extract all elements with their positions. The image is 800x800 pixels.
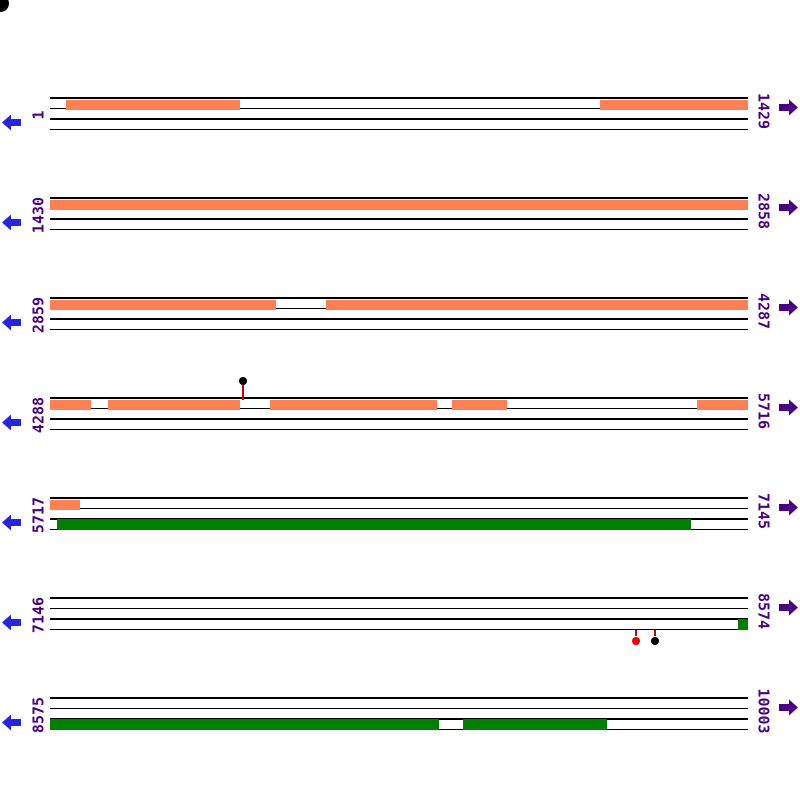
row-start-coordinate: 1430 — [29, 196, 48, 234]
right-arrow-icon — [779, 199, 798, 216]
right-arrow-icon — [779, 399, 798, 416]
strand-line — [50, 697, 748, 699]
left-arrow-icon — [2, 214, 21, 231]
row-end-coordinate: 10003 — [754, 688, 773, 734]
strand-line — [50, 397, 748, 399]
strand-line — [50, 628, 748, 631]
strand-line — [50, 218, 748, 220]
strand-line — [50, 297, 748, 299]
left-arrow-icon — [2, 114, 21, 131]
scroll-left-button[interactable] — [2, 114, 21, 131]
scroll-left-button[interactable] — [2, 414, 21, 431]
strand-line — [50, 497, 748, 499]
marker-dot-red[interactable] — [632, 637, 640, 645]
row-end-coordinate: 1429 — [754, 92, 773, 130]
marker-stem — [654, 629, 656, 636]
row-end-coordinate: 4287 — [754, 292, 773, 330]
row-start-coordinate: 4288 — [29, 396, 48, 434]
corner-partial-disc — [0, 0, 9, 12]
row-start-coordinate: 2859 — [29, 296, 48, 334]
strand-line — [50, 318, 748, 320]
strand-line — [50, 128, 748, 131]
reverse-feature[interactable] — [57, 519, 691, 530]
scroll-right-button[interactable] — [779, 499, 798, 516]
row-start-coordinate: 5717 — [29, 496, 48, 534]
row-end-coordinate: 7145 — [754, 492, 773, 530]
strand-line — [50, 728, 748, 731]
strand-line — [50, 328, 748, 331]
left-arrow-icon — [2, 614, 21, 631]
strand-line — [50, 228, 748, 231]
forward-feature[interactable] — [50, 299, 276, 310]
strand-line — [50, 428, 748, 431]
row-start-coordinate: 1 — [29, 110, 48, 120]
marker-stem — [635, 629, 637, 636]
left-arrow-icon — [2, 314, 21, 331]
forward-feature[interactable] — [50, 199, 748, 210]
strand-line — [50, 707, 748, 710]
strand-line — [50, 97, 748, 99]
scroll-right-button[interactable] — [779, 199, 798, 216]
reverse-feature[interactable] — [738, 619, 748, 630]
scroll-left-button[interactable] — [2, 314, 21, 331]
right-arrow-icon — [779, 99, 798, 116]
row-start-coordinate: 8575 — [29, 696, 48, 734]
strand-line — [50, 607, 748, 610]
scroll-right-button[interactable] — [779, 299, 798, 316]
strand-line — [50, 507, 748, 510]
row-end-coordinate: 5716 — [754, 392, 773, 430]
reverse-feature[interactable] — [50, 719, 439, 730]
scroll-right-button[interactable] — [779, 699, 798, 716]
scroll-right-button[interactable] — [779, 399, 798, 416]
marker-dot-black[interactable] — [651, 637, 659, 645]
forward-feature[interactable] — [108, 399, 240, 410]
marker-stem — [242, 385, 244, 400]
right-arrow-icon — [779, 299, 798, 316]
strand-line — [50, 618, 748, 620]
forward-feature[interactable] — [50, 399, 91, 410]
forward-feature[interactable] — [697, 399, 748, 410]
strand-line — [50, 197, 748, 199]
scroll-left-button[interactable] — [2, 214, 21, 231]
strand-line — [50, 118, 748, 120]
strand-line — [50, 528, 748, 531]
left-arrow-icon — [2, 514, 21, 531]
scroll-left-button[interactable] — [2, 714, 21, 731]
reverse-feature[interactable] — [463, 719, 607, 730]
forward-feature[interactable] — [600, 99, 748, 110]
forward-feature[interactable] — [326, 299, 748, 310]
forward-feature[interactable] — [270, 399, 437, 410]
marker-dot-black[interactable] — [239, 377, 247, 385]
scroll-left-button[interactable] — [2, 614, 21, 631]
forward-feature[interactable] — [66, 99, 240, 110]
scroll-right-button[interactable] — [779, 599, 798, 616]
right-arrow-icon — [779, 699, 798, 716]
right-arrow-icon — [779, 599, 798, 616]
scroll-right-button[interactable] — [779, 99, 798, 116]
row-end-coordinate: 8574 — [754, 592, 773, 630]
strand-line — [50, 418, 748, 420]
strand-line — [50, 107, 748, 110]
left-arrow-icon — [2, 714, 21, 731]
right-arrow-icon — [779, 499, 798, 516]
scroll-left-button[interactable] — [2, 514, 21, 531]
forward-feature[interactable] — [50, 499, 80, 510]
row-end-coordinate: 2858 — [754, 192, 773, 230]
forward-feature[interactable] — [452, 399, 507, 410]
left-arrow-icon — [2, 414, 21, 431]
strand-line — [50, 597, 748, 599]
row-start-coordinate: 7146 — [29, 596, 48, 634]
